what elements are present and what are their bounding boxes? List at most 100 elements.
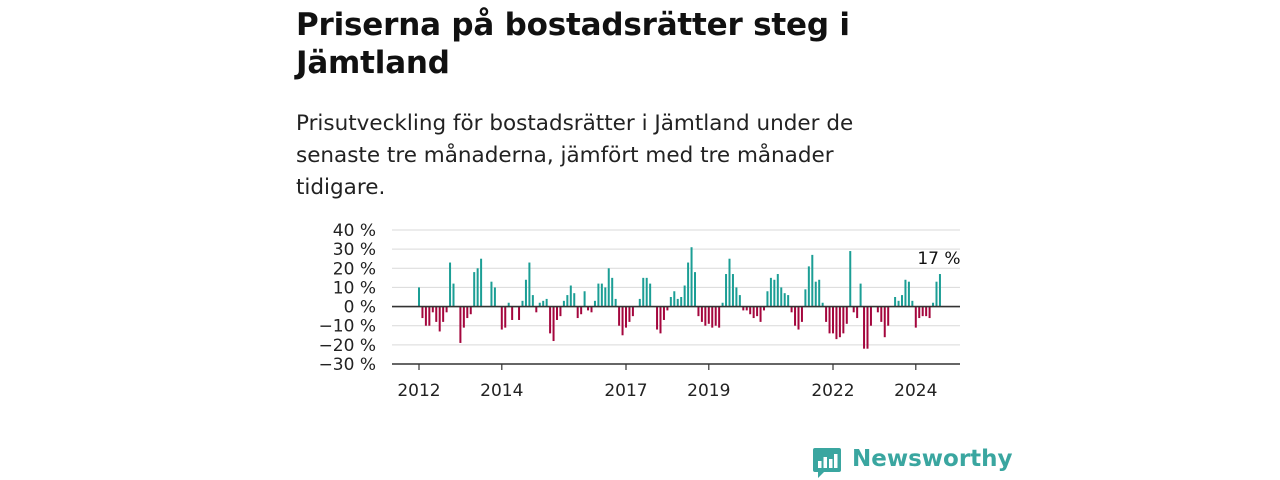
bar bbox=[614, 298, 617, 307]
bar bbox=[818, 279, 821, 307]
x-tick-label: 2024 bbox=[894, 381, 937, 401]
bar bbox=[690, 247, 693, 307]
bar bbox=[832, 306, 834, 334]
bar bbox=[597, 283, 600, 307]
bar bbox=[880, 306, 883, 322]
bar bbox=[756, 306, 759, 317]
y-tick-label: 40 % bbox=[333, 221, 376, 241]
bar bbox=[742, 306, 745, 311]
bar bbox=[618, 306, 621, 326]
bar bbox=[769, 277, 772, 307]
bar bbox=[869, 306, 872, 326]
bar bbox=[428, 306, 431, 326]
newsworthy-logo-icon bbox=[813, 448, 841, 478]
bar bbox=[932, 302, 935, 307]
bar bbox=[852, 306, 855, 313]
bar bbox=[794, 306, 797, 326]
bar bbox=[856, 306, 859, 319]
bar bbox=[521, 300, 524, 307]
bar bbox=[669, 297, 672, 307]
bar bbox=[535, 306, 538, 313]
bar bbox=[859, 283, 862, 307]
bar bbox=[938, 274, 941, 307]
bar bbox=[587, 306, 590, 311]
bar bbox=[845, 306, 848, 324]
brand-name: Newsworthy bbox=[852, 446, 1013, 472]
bar bbox=[883, 306, 886, 338]
bar bbox=[424, 306, 427, 326]
bar bbox=[504, 306, 507, 328]
x-tick-label: 2014 bbox=[480, 381, 523, 401]
y-tick-label: 20 % bbox=[333, 259, 376, 279]
y-tick-label: 10 % bbox=[333, 278, 376, 298]
bar bbox=[718, 306, 721, 328]
bar bbox=[642, 277, 645, 307]
bar bbox=[573, 293, 576, 307]
bar bbox=[673, 291, 676, 307]
bar bbox=[469, 306, 472, 315]
bar bbox=[542, 300, 545, 307]
bar bbox=[659, 306, 662, 334]
bar bbox=[825, 306, 828, 322]
bar bbox=[904, 279, 907, 307]
bar bbox=[566, 295, 569, 307]
y-axis-ticks: 40 %30 %20 %10 %0 %−10 %−20 %−30 % bbox=[319, 221, 376, 375]
bar bbox=[725, 274, 728, 307]
bar bbox=[476, 268, 479, 307]
bar bbox=[490, 281, 493, 307]
bar bbox=[493, 287, 496, 307]
y-tick-label: 30 % bbox=[333, 240, 376, 260]
bar bbox=[925, 306, 928, 317]
axes bbox=[392, 305, 960, 365]
bar bbox=[480, 258, 483, 307]
y-tick-label: −30 % bbox=[319, 355, 376, 375]
bar bbox=[804, 289, 807, 307]
bar bbox=[780, 287, 783, 307]
bar bbox=[638, 298, 641, 307]
bar bbox=[752, 306, 755, 319]
bar bbox=[749, 306, 752, 315]
y-tick-label: −10 % bbox=[319, 317, 376, 337]
bar bbox=[656, 306, 659, 330]
bar bbox=[797, 306, 800, 330]
bar bbox=[507, 302, 510, 307]
bar bbox=[556, 306, 558, 320]
bar bbox=[935, 281, 938, 307]
bar bbox=[442, 306, 445, 322]
bar bbox=[604, 287, 607, 307]
bar bbox=[593, 300, 596, 307]
bar bbox=[559, 306, 562, 317]
bar bbox=[838, 306, 841, 338]
bar bbox=[418, 287, 420, 307]
bar bbox=[590, 306, 593, 313]
bar bbox=[928, 306, 931, 319]
bar bbox=[500, 306, 503, 330]
bar bbox=[569, 285, 572, 307]
bar bbox=[783, 293, 786, 307]
bar bbox=[714, 306, 717, 326]
bar bbox=[842, 306, 845, 334]
bar-chart: 40 %30 %20 %10 %0 %−10 %−20 %−30 % 2012 2… bbox=[319, 221, 961, 401]
bar bbox=[907, 281, 910, 307]
bar bbox=[921, 306, 924, 317]
bar bbox=[894, 297, 897, 307]
chart-title: Priserna på bostadsrätter steg i Jämtlan… bbox=[296, 7, 850, 81]
bar bbox=[473, 272, 476, 307]
bar bbox=[704, 306, 707, 326]
bar bbox=[707, 306, 710, 324]
bar bbox=[807, 266, 810, 307]
bar bbox=[438, 306, 441, 332]
bar bbox=[676, 298, 679, 307]
bar bbox=[735, 287, 738, 307]
bar bbox=[583, 291, 586, 307]
bar bbox=[549, 306, 552, 334]
bar bbox=[600, 283, 603, 307]
bar bbox=[745, 306, 748, 311]
bar bbox=[625, 306, 627, 328]
bar bbox=[607, 268, 610, 307]
bar bbox=[680, 297, 683, 307]
bar bbox=[766, 291, 769, 307]
bar bbox=[545, 298, 548, 307]
bar bbox=[666, 306, 669, 311]
bar bbox=[763, 306, 765, 311]
